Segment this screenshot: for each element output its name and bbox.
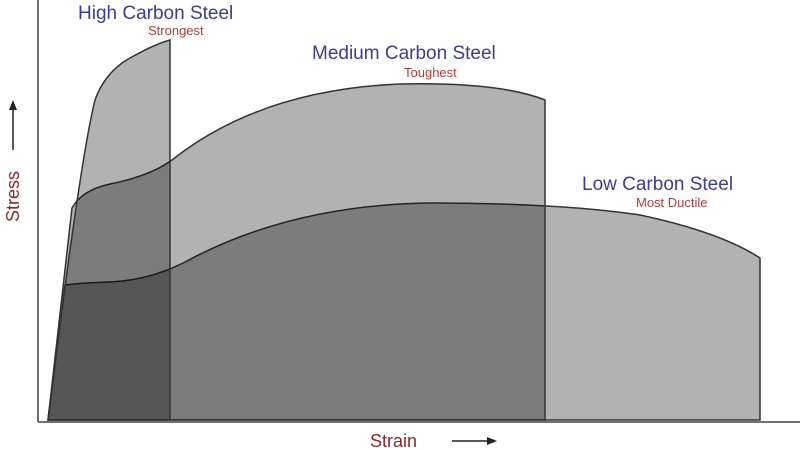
curve-name: High Carbon Steel: [78, 3, 233, 24]
x-axis-label: Strain: [370, 431, 417, 450]
high-carbon-region: [47, 39, 171, 421]
low-carbon-region: [47, 202, 761, 421]
curve-note: Toughest: [404, 65, 457, 80]
x-arrow: [452, 437, 497, 445]
y-arrow: [9, 100, 17, 150]
curve-note: Most Ductile: [636, 195, 708, 210]
curve-name: Medium Carbon Steel: [312, 43, 496, 64]
medium-carbon-region: [47, 83, 546, 421]
curve-note: Strongest: [148, 23, 204, 38]
curve-name: Low Carbon Steel: [582, 174, 733, 195]
y-axis-label: Stress: [3, 171, 23, 222]
